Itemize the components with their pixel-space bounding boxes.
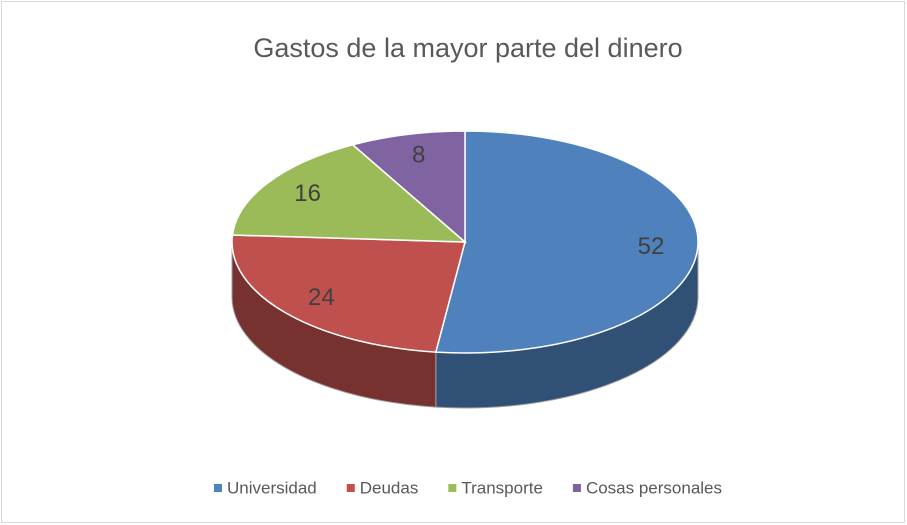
legend-label: Deudas [360, 478, 419, 497]
legend-swatch [572, 484, 581, 492]
legend-label: Transporte [461, 478, 543, 497]
legend-swatch [213, 484, 222, 492]
legend-label: Universidad [227, 478, 317, 497]
data-label: 16 [294, 180, 321, 207]
legend-swatch [346, 484, 355, 492]
pie-slice [231, 143, 468, 243]
data-label: 24 [308, 284, 335, 311]
pie-slice [231, 234, 466, 353]
legend-label: Cosas personales [586, 478, 722, 497]
data-label: 8 [412, 141, 425, 168]
data-label: 52 [638, 233, 665, 260]
chart-title: Gastos de la mayor parte del dinero [253, 33, 682, 63]
pie-slice [351, 130, 466, 244]
legend-swatch [448, 484, 457, 492]
pie-slice [434, 130, 699, 354]
